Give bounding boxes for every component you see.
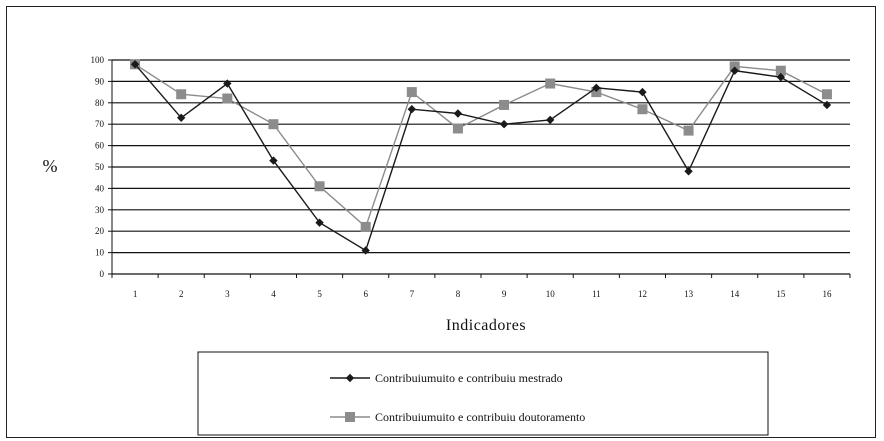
square-point [345,412,355,422]
y-tick-label: 40 [95,183,105,193]
diamond-point [822,100,832,110]
y-tick-label: 70 [95,119,105,129]
square-point [176,89,187,100]
series-1 [130,60,832,255]
legend-label: Contribuiumuito e contribuiu doutorament… [375,410,585,424]
diamond-point [407,105,417,114]
square-point [314,181,325,192]
square-point [452,123,463,134]
diamond-point [730,66,739,75]
x-tick-label: 16 [822,289,832,299]
diamond-point [545,115,555,125]
diamond-point [453,109,463,118]
x-tick-label: 7 [410,289,415,299]
x-tick-label: 13 [684,289,694,299]
diamond-point [684,167,693,176]
legend-item: Contribuiumuito e contribuiu doutorament… [330,410,585,424]
x-tick-label: 5 [317,289,322,299]
series-line [134,63,828,252]
diamond-point [223,79,232,88]
legend-label: Contribuiumuito e contribuiu mestrado [375,371,563,385]
y-tick-label: 0 [100,269,105,279]
diamond-point [130,60,140,69]
y-tick-label: 50 [95,162,105,172]
x-axis-ticks: 1 2 3 4 5 6 7 8 9 10 11 12 13 14 15 16 [111,274,851,299]
x-tick-label: 1 [133,289,138,299]
square-point [637,104,648,115]
x-tick-label: 8 [456,289,461,299]
legend: Contribuiumuito e contribuiu mestrado Con… [197,351,769,436]
y-tick-label: 100 [91,55,105,65]
square-point [545,78,556,89]
square-point [406,87,417,98]
series-group [130,59,832,255]
diamond-point [345,373,355,383]
x-tick-label: 3 [225,289,230,299]
x-tick-label: 4 [271,289,276,299]
y-tick-label: 20 [95,226,105,236]
x-tick-label: 11 [592,289,601,299]
square-point [360,221,371,232]
y-tick-label: 90 [95,76,105,86]
diamond-point [269,156,278,165]
x-tick-label: 10 [546,289,556,299]
square-point [729,61,740,72]
x-tick-label: 2 [179,289,184,299]
square-point [268,119,279,130]
y-tick-label: 80 [95,98,105,108]
legend-box [197,351,769,436]
x-tick-label: 15 [776,289,786,299]
diamond-point [315,218,324,227]
x-tick-label: 6 [363,289,368,299]
diamond-point [638,87,647,97]
diamond-point [361,246,370,255]
series-line [134,63,828,229]
diamond-point [776,72,786,82]
diamond-point [499,120,509,129]
y-axis-label: % [43,156,58,176]
square-point [499,99,510,110]
square-point [775,65,786,76]
x-tick-label: 12 [638,289,647,299]
legend-item: Contribuiumuito e contribuiu mestrado [330,371,563,385]
x-tick-label: 14 [730,289,740,299]
gridlines [111,59,850,275]
square-point [683,125,694,136]
y-tick-label: 60 [95,141,105,151]
y-axis-ticks: 0 10 20 30 40 50 60 70 80 90 100 [91,55,112,279]
square-point [591,87,602,98]
diamond-point [176,113,186,122]
series-2 [130,59,832,232]
x-tick-label: 9 [502,289,507,299]
square-point [222,93,233,104]
diamond-point [592,83,601,93]
y-tick-label: 10 [95,248,105,258]
y-tick-label: 30 [95,205,105,215]
square-point [821,89,832,100]
x-axis-label: Indicadores [446,317,526,334]
